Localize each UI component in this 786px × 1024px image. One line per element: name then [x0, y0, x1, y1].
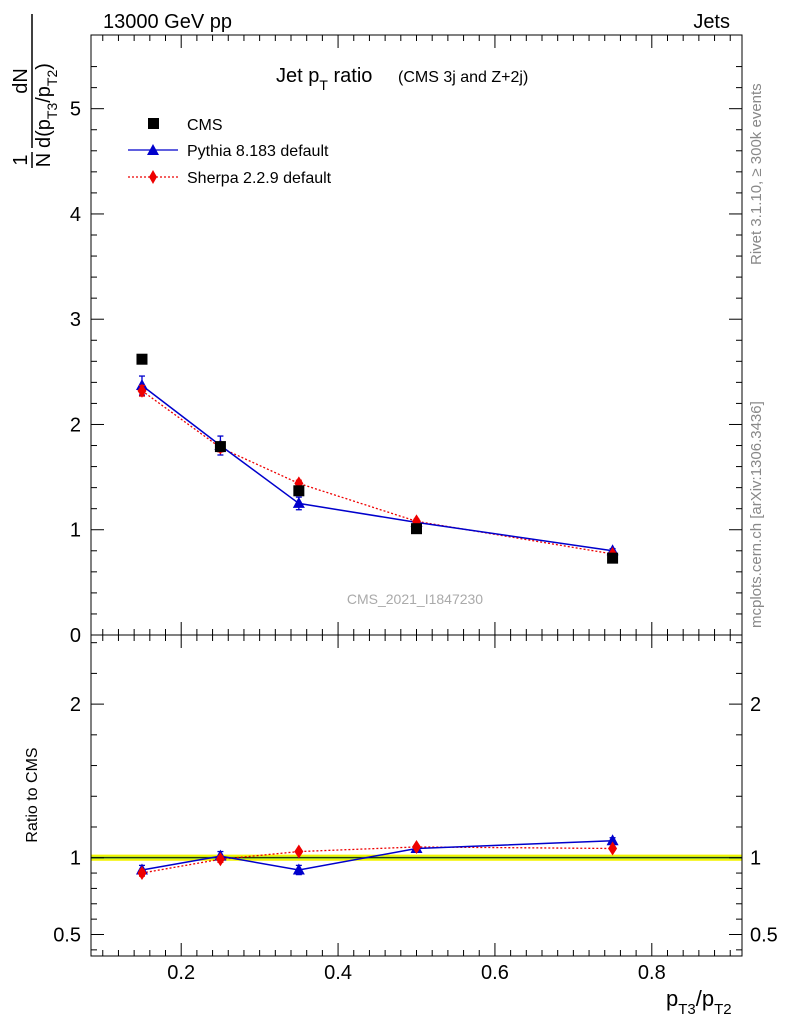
title-note: (CMS 3j and Z+2j): [398, 69, 528, 86]
main-y-tick-label: 0: [70, 625, 81, 647]
sherpa-line: [141, 390, 613, 555]
main-ylabel: 1 N dN d(pT3/pT2): [10, 14, 60, 168]
main-series: [135, 353, 619, 564]
main-ticks: 0 1 2 3 4 5: [70, 35, 742, 647]
ratio-sherpa-point: [412, 839, 421, 854]
x-tick-label: 0.4: [324, 962, 352, 984]
chart-title: Jet pT ratio: [276, 65, 372, 93]
cms-point: [214, 441, 226, 453]
main-y-tick-label: 1: [70, 520, 81, 542]
legend-label-sherpa: Sherpa 2.2.9 default: [187, 170, 332, 187]
x-tick-label: 0.6: [481, 962, 509, 984]
cms-point: [136, 353, 148, 365]
rivet-label: Rivet 3.1.10, ≥ 300k events: [748, 83, 765, 265]
ylabel-den: d(pT3/pT2): [33, 63, 60, 148]
legend: CMS Pythia 8.183 default Sherpa 2.2.9 de…: [128, 117, 332, 187]
pythia-point: [292, 496, 305, 508]
xlabel-sub1: T3: [678, 1001, 696, 1018]
main-y-tick-label: 4: [70, 204, 81, 226]
pythia-line: [141, 384, 613, 552]
ratio-y-tick-label: 2: [70, 694, 81, 716]
cms-point: [293, 485, 305, 497]
ratio-ylabel: Ratio to CMS: [24, 747, 41, 842]
xlabel-p1: p: [666, 986, 678, 1011]
ratio-y-tick-label: 1: [70, 848, 81, 870]
ratio-panel: 0.2 0.4 0.6 0.8 0.5 0.5 1 1 2 2: [53, 634, 778, 984]
ratio-y-tick-label-right: 2: [750, 694, 761, 716]
ratio-sherpa-point: [137, 866, 147, 881]
title-rest: ratio: [328, 65, 372, 87]
main-y-tick-label: 2: [70, 414, 81, 436]
main-panel: 0 1 2 3 4 5: [70, 34, 743, 647]
ylabel-dN: dN: [10, 68, 32, 94]
ratio-sherpa-point: [294, 844, 304, 859]
analysis-id: CMS_2021_I1847230: [347, 591, 483, 607]
x-tick-label: 0.2: [167, 962, 195, 984]
ratio-sherpa-point: [215, 852, 225, 867]
legend-marker-sherpa: [149, 170, 157, 184]
ratio-ticks: 0.2 0.4 0.6 0.8 0.5 0.5 1 1 2 2: [53, 635, 778, 984]
ratio-pythia-point: [606, 834, 619, 846]
cms-point: [607, 552, 619, 564]
xlabel: pT3/pT2: [666, 986, 732, 1018]
ratio-series: [135, 834, 619, 881]
x-tick-label: 0.8: [638, 962, 666, 984]
ratio-y-tick-label-right: 1: [750, 848, 761, 870]
ylabel-one: 1: [10, 154, 32, 165]
xlabel-slash: /p: [696, 986, 714, 1011]
cms-point: [411, 523, 422, 535]
ratio-sherpa-line: [141, 846, 613, 874]
ratio-pythia-point: [292, 863, 305, 875]
ratio-sherpa-point: [608, 841, 618, 856]
category-label: Jets: [693, 11, 730, 33]
energy-label: 13000 GeV pp: [103, 11, 232, 33]
mcplots-label: mcplots.cern.ch [arXiv:1306.3436]: [748, 401, 765, 628]
sherpa-point: [137, 383, 147, 398]
ylabel-den-open: d(p: [33, 119, 55, 148]
legend-marker-pythia: [147, 144, 159, 155]
xlabel-sub2: T2: [714, 1001, 732, 1018]
ylabel-slash: /p: [33, 86, 55, 103]
title-sub: T: [319, 77, 328, 93]
ylabel-close: ): [33, 63, 55, 70]
legend-label-cms: CMS: [187, 117, 223, 134]
ylabel-sub-t2: T2: [44, 70, 60, 87]
ratio-y-tick-label: 0.5: [53, 924, 81, 946]
ylabel-N: N: [33, 153, 55, 167]
legend-label-pythia: Pythia 8.183 default: [187, 143, 329, 160]
main-y-tick-label: 5: [70, 99, 81, 121]
ylabel-sub-t3: T3: [44, 103, 60, 120]
main-y-tick-label: 3: [70, 309, 81, 331]
legend-marker-cms: [148, 118, 159, 129]
ratio-y-tick-label-right: 0.5: [750, 924, 778, 946]
title-main: Jet p: [276, 65, 319, 87]
ratio-frame: [90, 634, 743, 957]
